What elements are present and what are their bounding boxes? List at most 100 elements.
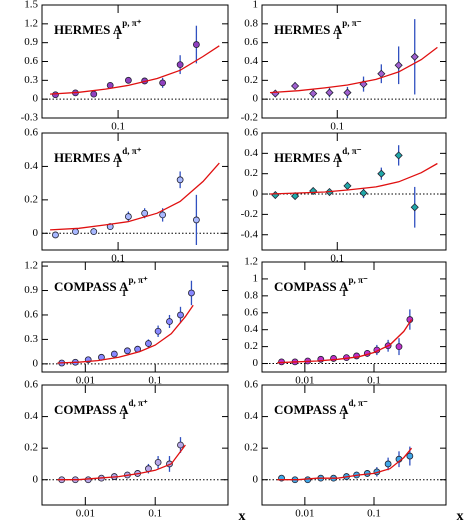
data-point	[384, 460, 392, 468]
plot-frame	[41, 261, 229, 373]
x-tick-label: 0.1	[148, 508, 162, 520]
data-point	[395, 343, 403, 351]
title-sup: d, π⁺	[122, 146, 141, 156]
x-tick-label: 0.1	[367, 508, 381, 520]
data-point	[141, 209, 149, 217]
title-main: COMPASS A	[274, 279, 349, 294]
data-point	[325, 88, 334, 97]
x-tick-label: 0.1	[330, 121, 344, 133]
data-point	[291, 81, 300, 91]
title-main: HERMES A	[54, 150, 123, 165]
model-curve	[277, 447, 413, 481]
y-tick-label: 0.6	[24, 127, 38, 139]
y-tick-label: 0	[33, 93, 39, 105]
y-tick-label: -0.4	[241, 228, 259, 240]
plot-frame	[261, 261, 447, 373]
x-tick-label: 0.1	[330, 253, 344, 265]
panel-title: HERMES Ad, π⁻ 1	[274, 146, 362, 169]
data-point	[188, 289, 195, 297]
data-point	[309, 186, 318, 196]
title-sub: 1	[342, 288, 347, 298]
panel: 0 0.3 0.6 0.9 1.2 0.01 0.1 COMPASS Ap, π⁺ 1	[24, 260, 229, 387]
panel: -0.4 -0.2 0 0.2 0.4 0.6 0.1 HERMES Ad, π⁻ 1	[241, 127, 447, 265]
plot-frame	[41, 384, 229, 506]
data-point	[124, 213, 132, 220]
y-tick-label: 0.4	[24, 160, 38, 172]
y-tick-label: 1.2	[24, 260, 38, 272]
y-tick-label: 0.6	[244, 306, 258, 318]
plot-frame	[261, 384, 447, 506]
title-sub: 1	[115, 31, 120, 41]
data-point	[159, 211, 167, 219]
x-tick-label: 0.1	[111, 121, 125, 133]
y-tick-label: 0.6	[24, 308, 38, 320]
panel-title: COMPASS Ad, π⁻ 1	[274, 398, 368, 421]
title-main: COMPASS A	[54, 279, 129, 294]
title-sup: d, π⁻	[349, 398, 368, 408]
y-tick-label: 0	[33, 473, 39, 485]
y-tick-label: 0.9	[24, 36, 38, 48]
y-tick-label: 0	[253, 357, 259, 369]
title-sup: p, π⁺	[122, 18, 141, 28]
panel-title: COMPASS Ad, π⁺ 1	[54, 398, 148, 421]
y-tick-label: 0.2	[244, 167, 258, 179]
y-tick-label: 0.9	[24, 284, 38, 296]
y-tick-label: 0.6	[244, 127, 258, 139]
title-sup: p, π⁺	[129, 275, 148, 285]
data-point	[176, 61, 184, 69]
data-point	[110, 350, 118, 358]
x-tick-label: 0.1	[111, 253, 125, 265]
data-point	[177, 311, 184, 319]
title-sup: d, π⁻	[342, 146, 361, 156]
y-tick-label: 0.4	[244, 410, 258, 422]
data-point	[52, 231, 59, 239]
data-point	[154, 458, 162, 466]
data-point	[309, 89, 318, 98]
y-tick-label: 0.6	[24, 379, 38, 391]
data-point	[343, 88, 352, 97]
data-point	[123, 347, 131, 355]
y-tick-label: 0.6	[24, 55, 38, 67]
data-point	[353, 352, 360, 360]
data-point	[406, 452, 414, 460]
x-axis-label: x	[239, 509, 246, 524]
data-point	[166, 318, 173, 325]
panel-title: COMPASS Ap, π⁻ 1	[274, 275, 368, 298]
data-point	[176, 176, 184, 184]
x-tick-label: 0.01	[76, 508, 95, 520]
x-tick-label: 0.1	[148, 375, 162, 387]
data-point	[394, 151, 403, 160]
y-tick-label: 0.4	[24, 410, 38, 422]
panel-title: HERMES Ad, π⁺ 1	[54, 146, 142, 169]
y-tick-label: 0.3	[24, 74, 38, 86]
x-tick-label: 0.01	[295, 508, 314, 520]
y-tick-label: 1.5	[24, 0, 38, 11]
plot-frame	[261, 132, 447, 251]
data-point	[410, 52, 419, 61]
data-point	[177, 441, 184, 449]
data-point	[145, 340, 152, 347]
model-curve	[269, 46, 438, 94]
model-curve	[269, 162, 438, 195]
data-point	[192, 41, 200, 48]
title-main: HERMES A	[274, 150, 343, 165]
title-sub: 1	[122, 411, 127, 421]
title-main: COMPASS A	[274, 402, 349, 417]
y-tick-label: 0.3	[24, 333, 38, 345]
data-point	[124, 76, 132, 84]
panel-title: COMPASS Ap, π⁺ 1	[54, 275, 148, 298]
y-tick-label: 0.4	[244, 55, 258, 67]
data-point	[72, 228, 79, 236]
y-tick-label: 0.2	[244, 442, 258, 454]
y-tick-label: 1.2	[244, 256, 258, 268]
x-tick-label: 0.01	[295, 375, 314, 387]
y-tick-label: -0.3	[21, 112, 39, 124]
title-sup: p, π⁻	[349, 275, 368, 285]
y-tick-label: 0.4	[244, 147, 258, 159]
y-tick-label: 0	[253, 473, 259, 485]
data-point	[52, 91, 59, 99]
data-point	[394, 61, 403, 70]
